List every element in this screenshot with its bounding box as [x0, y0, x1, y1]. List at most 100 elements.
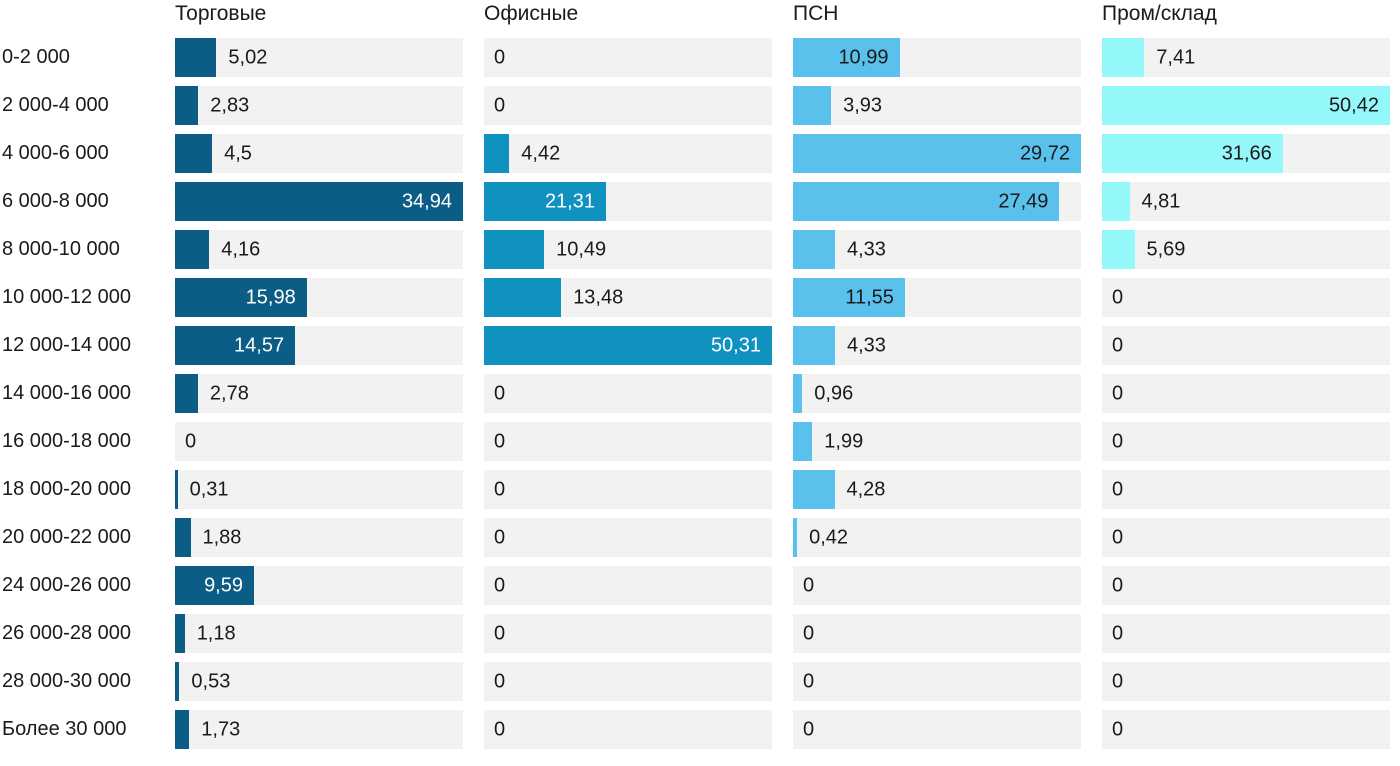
bar — [175, 182, 463, 221]
bar-value-label: 4,33 — [847, 334, 886, 356]
bar-value-label: 0 — [1112, 526, 1124, 548]
bar-value-label: 1,88 — [202, 526, 242, 548]
row-label: 10 000-12 000 — [2, 286, 132, 308]
bar-track: 0 — [793, 566, 1081, 605]
bar-value-label: 0 — [803, 574, 815, 596]
bar-value-label: 0 — [494, 430, 506, 452]
bar-track: 0 — [793, 662, 1081, 701]
bar-value-label: 11,55 — [845, 286, 894, 308]
bar-value-label: 0 — [1112, 718, 1124, 740]
bar-track: 15,98 — [175, 278, 463, 317]
bar-track: 13,48 — [484, 278, 772, 317]
bar-track: 0 — [484, 710, 772, 749]
bar-track: 5,69 — [1102, 230, 1390, 269]
row-label: 6 000-8 000 — [2, 190, 109, 212]
bar-track: 0 — [1102, 374, 1390, 413]
bar-value-label: 0 — [494, 94, 506, 116]
bar-value-label: 27,49 — [998, 190, 1049, 212]
bar — [793, 326, 835, 365]
bar-track: 14,57 — [175, 326, 463, 365]
bar — [484, 326, 772, 365]
bar — [793, 374, 803, 413]
bar-value-label: 0 — [1112, 430, 1124, 452]
bar-track: 4,33 — [793, 230, 1081, 269]
bar-track: 0 — [484, 470, 772, 509]
row-label: Более 30 000 — [2, 718, 127, 740]
bar-value-label: 0 — [1112, 382, 1124, 404]
bar-track: 1,99 — [793, 422, 1081, 461]
bar-value-label: 0,53 — [191, 670, 231, 692]
bar-value-label: 10,99 — [838, 46, 889, 68]
bar-value-label: 4,28 — [846, 478, 886, 500]
bar — [484, 230, 545, 269]
bar-value-label: 0 — [1112, 334, 1124, 356]
bar-track: 29,72 — [793, 134, 1081, 173]
bar-track: 34,94 — [175, 182, 463, 221]
bar — [175, 662, 180, 701]
bar-track: 0 — [1102, 518, 1390, 557]
bar-track: 7,41 — [1102, 38, 1390, 77]
bar — [1102, 230, 1135, 269]
bar-value-label: 50,31 — [710, 334, 761, 356]
bar-value-label: 0,31 — [189, 478, 229, 500]
row-label: 12 000-14 000 — [2, 334, 132, 356]
bar-value-label: 0,42 — [809, 526, 849, 548]
bar — [793, 278, 905, 317]
bar-value-label: 0 — [803, 622, 815, 644]
bar-track: 0 — [793, 614, 1081, 653]
bar-value-label: 0 — [803, 718, 815, 740]
bar — [175, 470, 178, 509]
bar-value-label: 1,73 — [201, 718, 241, 740]
bar — [793, 182, 1060, 221]
bar — [175, 374, 198, 413]
bar-track: 4,42 — [484, 134, 772, 173]
bar — [484, 134, 510, 173]
bar-track: 31,66 — [1102, 134, 1390, 173]
bar-track: 0 — [484, 86, 772, 125]
bar — [175, 518, 191, 557]
bar — [793, 134, 1081, 173]
bar — [793, 518, 798, 557]
column-header-ofisnye: Офисные — [484, 2, 579, 25]
bar-value-label: 0,96 — [814, 382, 854, 404]
row-label: 16 000-18 000 — [2, 430, 132, 452]
bar-track: 0 — [793, 710, 1081, 749]
row-label: 4 000-6 000 — [2, 142, 109, 164]
bar-value-label: 21,31 — [544, 190, 595, 212]
column-header-torgovye: Торговые — [175, 2, 267, 25]
bar-track: 0,31 — [175, 470, 463, 509]
bar-track: 21,31 — [484, 182, 772, 221]
bar — [175, 326, 296, 365]
bar-track: 0 — [1102, 470, 1390, 509]
bar — [1102, 86, 1390, 125]
bar-track: 1,18 — [175, 614, 463, 653]
bar-value-label: 2,78 — [209, 382, 249, 404]
bar-value-label: 3,93 — [843, 94, 883, 116]
bar-value-label: 4,42 — [521, 142, 561, 164]
bar-track: 0 — [484, 614, 772, 653]
row-label: 8 000-10 000 — [2, 238, 120, 260]
bar — [175, 566, 254, 605]
bar-value-label: 0 — [185, 430, 197, 452]
bar-track: 10,49 — [484, 230, 772, 269]
bar-track: 0 — [484, 662, 772, 701]
bar-value-label: 0 — [494, 526, 506, 548]
bar-value-label: 5,02 — [228, 46, 268, 68]
bar-track: 0 — [484, 518, 772, 557]
bar-value-label: 1,18 — [196, 622, 236, 644]
bar-track: 2,78 — [175, 374, 463, 413]
bar-value-label: 1,99 — [824, 430, 864, 452]
bar-track: 50,31 — [484, 326, 772, 365]
bar-track: 0 — [484, 422, 772, 461]
bar-value-label: 0 — [494, 670, 506, 692]
bar — [1102, 134, 1283, 173]
header-corner-spacer — [0, 0, 154, 29]
bar-track: 5,02 — [175, 38, 463, 77]
bar-value-label: 0 — [803, 670, 815, 692]
bar-value-label: 0 — [1112, 574, 1124, 596]
bar — [793, 230, 835, 269]
row-label: 20 000-22 000 — [2, 526, 132, 548]
bar-track: 0 — [1102, 278, 1390, 317]
row-label: 2 000-4 000 — [2, 94, 109, 116]
bar — [175, 86, 199, 125]
